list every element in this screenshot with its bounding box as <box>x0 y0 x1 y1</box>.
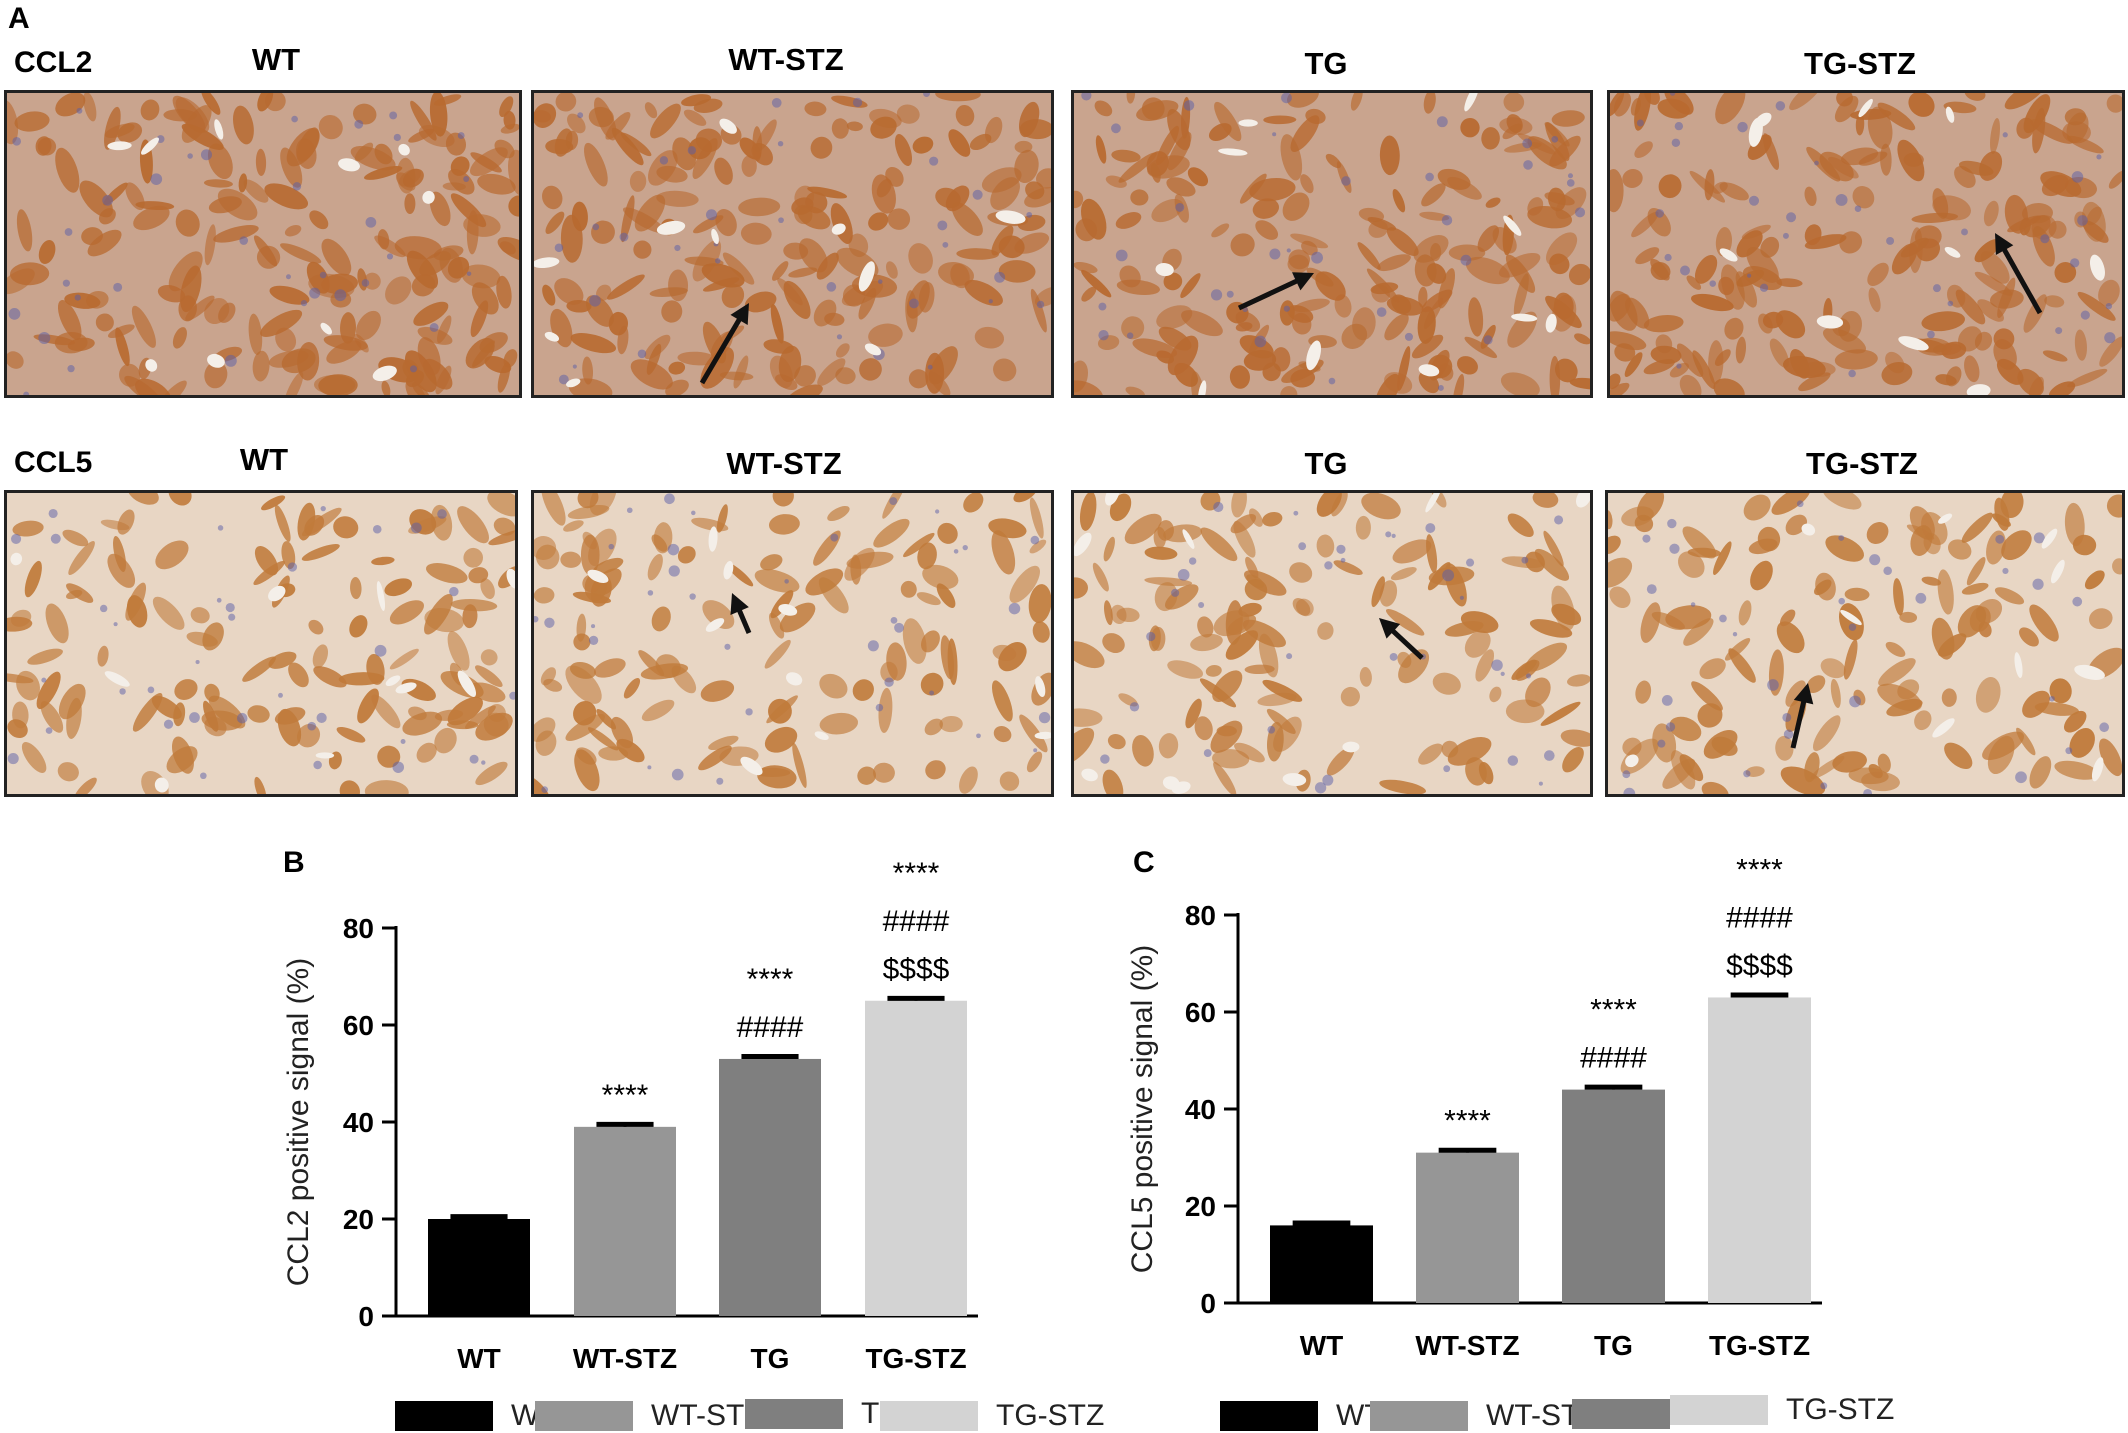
chart-b-y-tick-label: 80 <box>343 913 374 944</box>
chart-b-y-axis-label: CCL2 positive signal (%) <box>282 958 315 1286</box>
chart-b-legend-item: WT <box>395 1399 558 1433</box>
col-label-wt: WT <box>251 42 301 77</box>
micrograph-ccl5-tg-stz <box>1605 490 2125 797</box>
chart-c-legend-item: WT-STZ <box>1370 1399 1598 1433</box>
chart-b-x-tick-label: WT <box>457 1343 501 1374</box>
chart-c-bar <box>1270 1225 1373 1303</box>
chart-c-significance-label: **** <box>1590 994 1637 1027</box>
chart-b-y-tick-label: 60 <box>343 1010 374 1041</box>
micrograph-ccl2-wt-stz <box>531 90 1054 398</box>
chart-c-legend-swatch <box>1370 1401 1468 1431</box>
chart-c-legend-item: WT <box>1220 1399 1383 1433</box>
chart-c-x-tick-label: TG-STZ <box>1709 1330 1810 1361</box>
chart-b-y-tick-label: 0 <box>358 1301 374 1332</box>
col-label-tg-2: TG <box>1304 446 1348 481</box>
panel-label-a: A <box>8 2 30 35</box>
chart-c-x-tick-label: WT <box>1300 1330 1344 1361</box>
panel-label-b: B <box>283 846 305 879</box>
chart-c-legend-swatch <box>1220 1401 1318 1431</box>
chart-c-bar <box>1708 997 1811 1303</box>
micrograph-ccl5-wt <box>4 490 518 797</box>
chart-c-legend-item: TG-STZ <box>1670 1393 1894 1427</box>
panel-label-c: C <box>1133 846 1155 879</box>
chart-c-y-tick-label: 80 <box>1185 900 1216 931</box>
col-label-wt-2: WT <box>239 442 289 477</box>
chart-b-significance-label: #### <box>883 905 950 938</box>
chart-c-bar <box>1562 1089 1665 1303</box>
chart-b-legend-swatch <box>395 1401 493 1431</box>
chart-b-bar <box>574 1126 676 1316</box>
chart-c-y-tick-label: 20 <box>1185 1191 1216 1222</box>
chart-b-y-tick-label: 20 <box>343 1204 374 1235</box>
chart-b-significance-label: **** <box>747 963 794 996</box>
row-label-ccl5: CCL5 <box>14 446 93 479</box>
chart-b-bar <box>865 1000 967 1316</box>
chart-c-x-tick-label: TG <box>1594 1330 1633 1361</box>
chart-c-significance-label: #### <box>1580 1042 1647 1075</box>
chart-c-legend-label: TG-STZ <box>1786 1393 1895 1426</box>
micrograph-ccl2-tg <box>1071 90 1593 398</box>
chart-b-bar <box>428 1219 530 1316</box>
chart-c-significance-label: **** <box>1736 853 1783 886</box>
micrograph-ccl5-tg <box>1071 490 1593 797</box>
chart-c-bar <box>1416 1152 1519 1303</box>
chart-c-significance-label: #### <box>1726 901 1793 934</box>
chart-b-legend-swatch <box>535 1401 633 1431</box>
chart-b-significance-label: #### <box>737 1011 804 1044</box>
chart-c-y-axis-label: CCL5 positive signal (%) <box>1126 945 1159 1273</box>
col-label-tg: TG <box>1304 46 1348 81</box>
micrograph-ccl5-wt-stz <box>531 490 1054 797</box>
chart-c: 0 20 40 60 80 CCL5 positive signal (%) WT WT-ST… <box>1126 853 1822 1361</box>
chart-b-bar <box>719 1058 821 1316</box>
row-label-ccl2: CCL2 <box>14 46 93 79</box>
chart-c-x-tick-label: WT-STZ <box>1415 1330 1519 1361</box>
chart-b-legend-label: WT-STZ <box>651 1399 763 1432</box>
chart-b-significance-label: **** <box>602 1079 649 1112</box>
col-label-tg-stz-2: TG-STZ <box>1806 446 1918 481</box>
chart-c-y-tick-label: 60 <box>1185 997 1216 1028</box>
chart-b-legend-swatch <box>745 1399 843 1429</box>
chart-b-significance-label: **** <box>893 857 940 890</box>
chart-b-legend-item: WT-STZ <box>535 1399 763 1433</box>
micrograph-ccl2-wt <box>4 90 522 398</box>
micrograph-ccl2-tg-stz <box>1607 90 2125 398</box>
chart-b-y-tick-label: 40 <box>343 1107 374 1138</box>
chart-b-x-tick-label: TG <box>751 1343 790 1374</box>
col-label-wt-stz-2: WT-STZ <box>726 446 842 481</box>
chart-b-x-tick-label: TG-STZ <box>865 1343 966 1374</box>
chart-c-legend-swatch <box>1670 1395 1768 1425</box>
col-label-wt-stz: WT-STZ <box>728 42 844 77</box>
chart-c-significance-label: **** <box>1444 1105 1491 1138</box>
chart-c-legend-swatch <box>1572 1399 1670 1429</box>
chart-b-legend-item: TG-STZ <box>880 1399 1104 1433</box>
col-label-tg-stz: TG-STZ <box>1804 46 1916 81</box>
chart-b: 0 20 40 60 80 CCL2 positive signal (%) WT WT-ST… <box>282 857 978 1374</box>
chart-b-legend-label: TG-STZ <box>996 1399 1105 1432</box>
chart-c-y-tick-label: 40 <box>1185 1094 1216 1125</box>
chart-c-y-tick-label: 0 <box>1200 1288 1216 1319</box>
chart-b-x-tick-label: WT-STZ <box>573 1343 677 1374</box>
chart-b-significance-label: $$$$ <box>883 953 950 986</box>
chart-c-significance-label: $$$$ <box>1726 949 1793 982</box>
chart-b-legend-swatch <box>880 1401 978 1431</box>
